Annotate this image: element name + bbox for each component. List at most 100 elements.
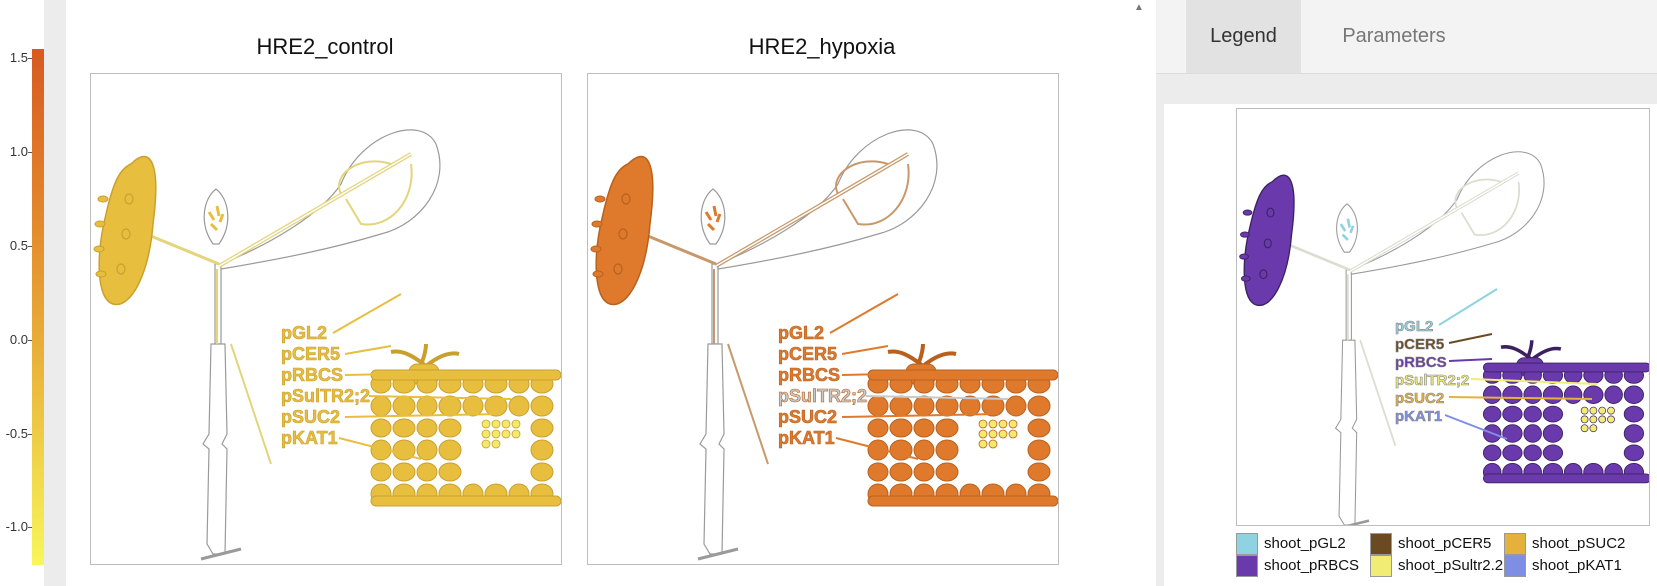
- tissue-label-leader: [841, 345, 889, 355]
- tissue-label-leader: [865, 395, 1009, 400]
- mesophyll-cell: [1482, 444, 1502, 462]
- mesophyll-cell: [1502, 385, 1523, 404]
- guard-cell: [94, 220, 106, 228]
- tissue-label: pKAT1: [281, 428, 338, 448]
- guard-cell: [591, 220, 603, 228]
- tissue-label: pSUC2: [281, 407, 340, 427]
- mesophyll-cell: [1523, 405, 1542, 423]
- stem-upper: [1345, 269, 1352, 341]
- tissue-label: pKAT1: [778, 428, 835, 448]
- vascular-cell: [1580, 424, 1589, 433]
- cotyledon: [1243, 174, 1295, 306]
- vascular-cell: [481, 439, 491, 449]
- vascular-cell: [511, 429, 521, 439]
- mesophyll-cell: [1005, 395, 1027, 417]
- efp-panel-control: pGL2 pCER5 pRBCS pSulTR2;2 pSUC2 pKAT1: [90, 73, 562, 565]
- mesophyll-cell: [935, 418, 959, 438]
- color-scale-tick-label: -0.5: [5, 425, 28, 441]
- scroll-up-icon[interactable]: ▲: [1134, 2, 1144, 13]
- root: [202, 343, 228, 555]
- petiole-left: [1284, 242, 1351, 272]
- guard-cell: [1240, 275, 1251, 282]
- mesophyll-cell: [1563, 385, 1583, 404]
- tab-parameters[interactable]: Parameters: [1342, 25, 1446, 47]
- color-scale-tick-label: 0.0: [9, 331, 28, 347]
- vascular-cell: [1589, 415, 1598, 424]
- mesophyll-cell: [438, 439, 462, 461]
- mesophyll-cell: [1523, 444, 1542, 462]
- panel-title-control: HRE2_control: [256, 34, 394, 59]
- mesophyll-cell: [1482, 405, 1502, 423]
- mesophyll-cell: [935, 462, 959, 482]
- tissue-label: pSulTR2;2: [778, 386, 867, 406]
- tissue-label: pKAT1: [1395, 408, 1442, 425]
- leaf-vein-branches: [835, 160, 910, 226]
- color-scale-panel: 1.5 1.0 0.5 0.0 -0.5 -1.0: [0, 0, 44, 586]
- legend-label: shoot_pKAT1: [1532, 557, 1622, 574]
- mesophyll-cell: [889, 462, 913, 482]
- color-scale-tick-label: 1.0: [9, 144, 28, 160]
- stomata: [613, 263, 623, 275]
- mesophyll-cell: [889, 439, 913, 461]
- petiole-left: [642, 232, 717, 266]
- tab-legend[interactable]: Legend: [1186, 0, 1301, 73]
- tissue-label-leader: [344, 345, 392, 355]
- tissue-label-leader: [344, 373, 392, 376]
- mesophyll-cell: [913, 462, 935, 482]
- mesophyll-cell: [1523, 424, 1542, 443]
- stomata: [1263, 238, 1272, 249]
- plant-group: [590, 129, 1059, 561]
- plant-group: [1239, 151, 1652, 531]
- tissue-label: pCER5: [281, 344, 340, 364]
- vascular-cell: [1589, 406, 1598, 415]
- guard-cell: [93, 245, 105, 253]
- root-tip: [697, 547, 739, 561]
- mesophyll-cell: [1542, 385, 1564, 404]
- stomata: [618, 228, 628, 240]
- legend-swatch: [1370, 533, 1392, 555]
- vascular-cell: [501, 429, 511, 439]
- vascular-cell: [1607, 406, 1615, 415]
- vascular-cell: [988, 439, 998, 449]
- tissue-label: pRBCS: [1395, 354, 1447, 371]
- mesophyll-cell: [867, 418, 889, 438]
- tissue-label: pSUC2: [778, 407, 837, 427]
- lower-epidermis: [1482, 473, 1652, 484]
- guard-cell: [1239, 253, 1249, 260]
- mesophyll-cell: [392, 439, 416, 461]
- tissue-label: pSulTR2;2: [281, 386, 370, 406]
- cross-section: [1482, 340, 1652, 484]
- vascular-strand: [1346, 274, 1397, 447]
- tissue-label-leader: [1448, 333, 1493, 344]
- mesophyll-cell: [392, 418, 416, 438]
- color-scale-tick-mark: [28, 527, 32, 529]
- mesophyll-cell: [981, 395, 1005, 417]
- mesophyll-cell: [370, 395, 392, 417]
- tissue-label: pCER5: [1395, 336, 1444, 353]
- tissue-label-leader: [1438, 288, 1498, 326]
- cotyledon: [595, 155, 654, 306]
- legend-swatch: [1236, 533, 1258, 555]
- panel-divider: [44, 0, 66, 586]
- vascular-cell: [988, 419, 998, 429]
- mesophyll-cell: [1027, 395, 1051, 417]
- tissue-label: pSulTR2;2: [1395, 372, 1469, 389]
- mesophyll-cell: [1502, 444, 1523, 462]
- shoot-apex: [1336, 203, 1358, 253]
- tissue-label-leader: [1470, 378, 1598, 385]
- vascular-cell: [1580, 415, 1589, 424]
- legend-swatch: [1370, 555, 1392, 577]
- tissue-label: pGL2: [778, 323, 824, 343]
- mesophyll-cell: [1542, 424, 1564, 443]
- mesophyll-cell: [508, 395, 530, 417]
- stomata: [1266, 207, 1275, 218]
- guard-cell: [1242, 209, 1253, 216]
- legend-label: shoot_pCER5: [1398, 535, 1492, 552]
- tissue-label: pGL2: [281, 323, 327, 343]
- color-scale-tick-mark: [28, 58, 32, 60]
- tissue-label-leader: [332, 293, 402, 334]
- tissue-label: pSUC2: [1395, 390, 1444, 407]
- vascular-cell: [1607, 415, 1615, 424]
- tissue-label: pRBCS: [281, 365, 343, 385]
- tissue-label-leader: [1448, 396, 1593, 400]
